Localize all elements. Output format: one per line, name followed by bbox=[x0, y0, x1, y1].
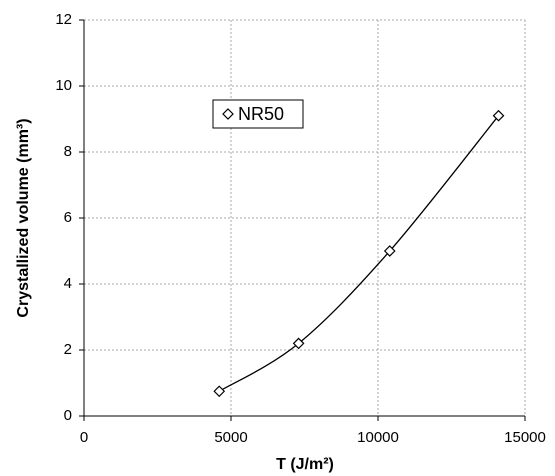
legend-marker bbox=[222, 108, 234, 120]
marker bbox=[213, 385, 226, 398]
y-tick-label: 2 bbox=[64, 341, 72, 358]
y-tick-label: 6 bbox=[64, 209, 72, 226]
y-tick-label: 12 bbox=[55, 11, 72, 28]
marker bbox=[383, 245, 396, 257]
y-axis-label: Crystallized volume (mm³) bbox=[15, 118, 32, 317]
y-tick-label: 10 bbox=[55, 77, 72, 94]
x-tick-label: 15000 bbox=[504, 429, 546, 446]
y-tick-label: 4 bbox=[64, 275, 72, 292]
legend-label: NR50 bbox=[238, 104, 284, 124]
marker bbox=[292, 337, 305, 350]
x-axis-label: T (J/m²) bbox=[276, 456, 334, 473]
fit-curve bbox=[218, 115, 500, 392]
x-tick-label: 5000 bbox=[214, 429, 247, 446]
y-tick-label: 0 bbox=[64, 407, 72, 424]
marker bbox=[492, 109, 505, 122]
y-tick-label: 8 bbox=[64, 143, 72, 160]
x-tick-label: 0 bbox=[80, 429, 88, 446]
x-tick-label: 10000 bbox=[357, 429, 399, 446]
